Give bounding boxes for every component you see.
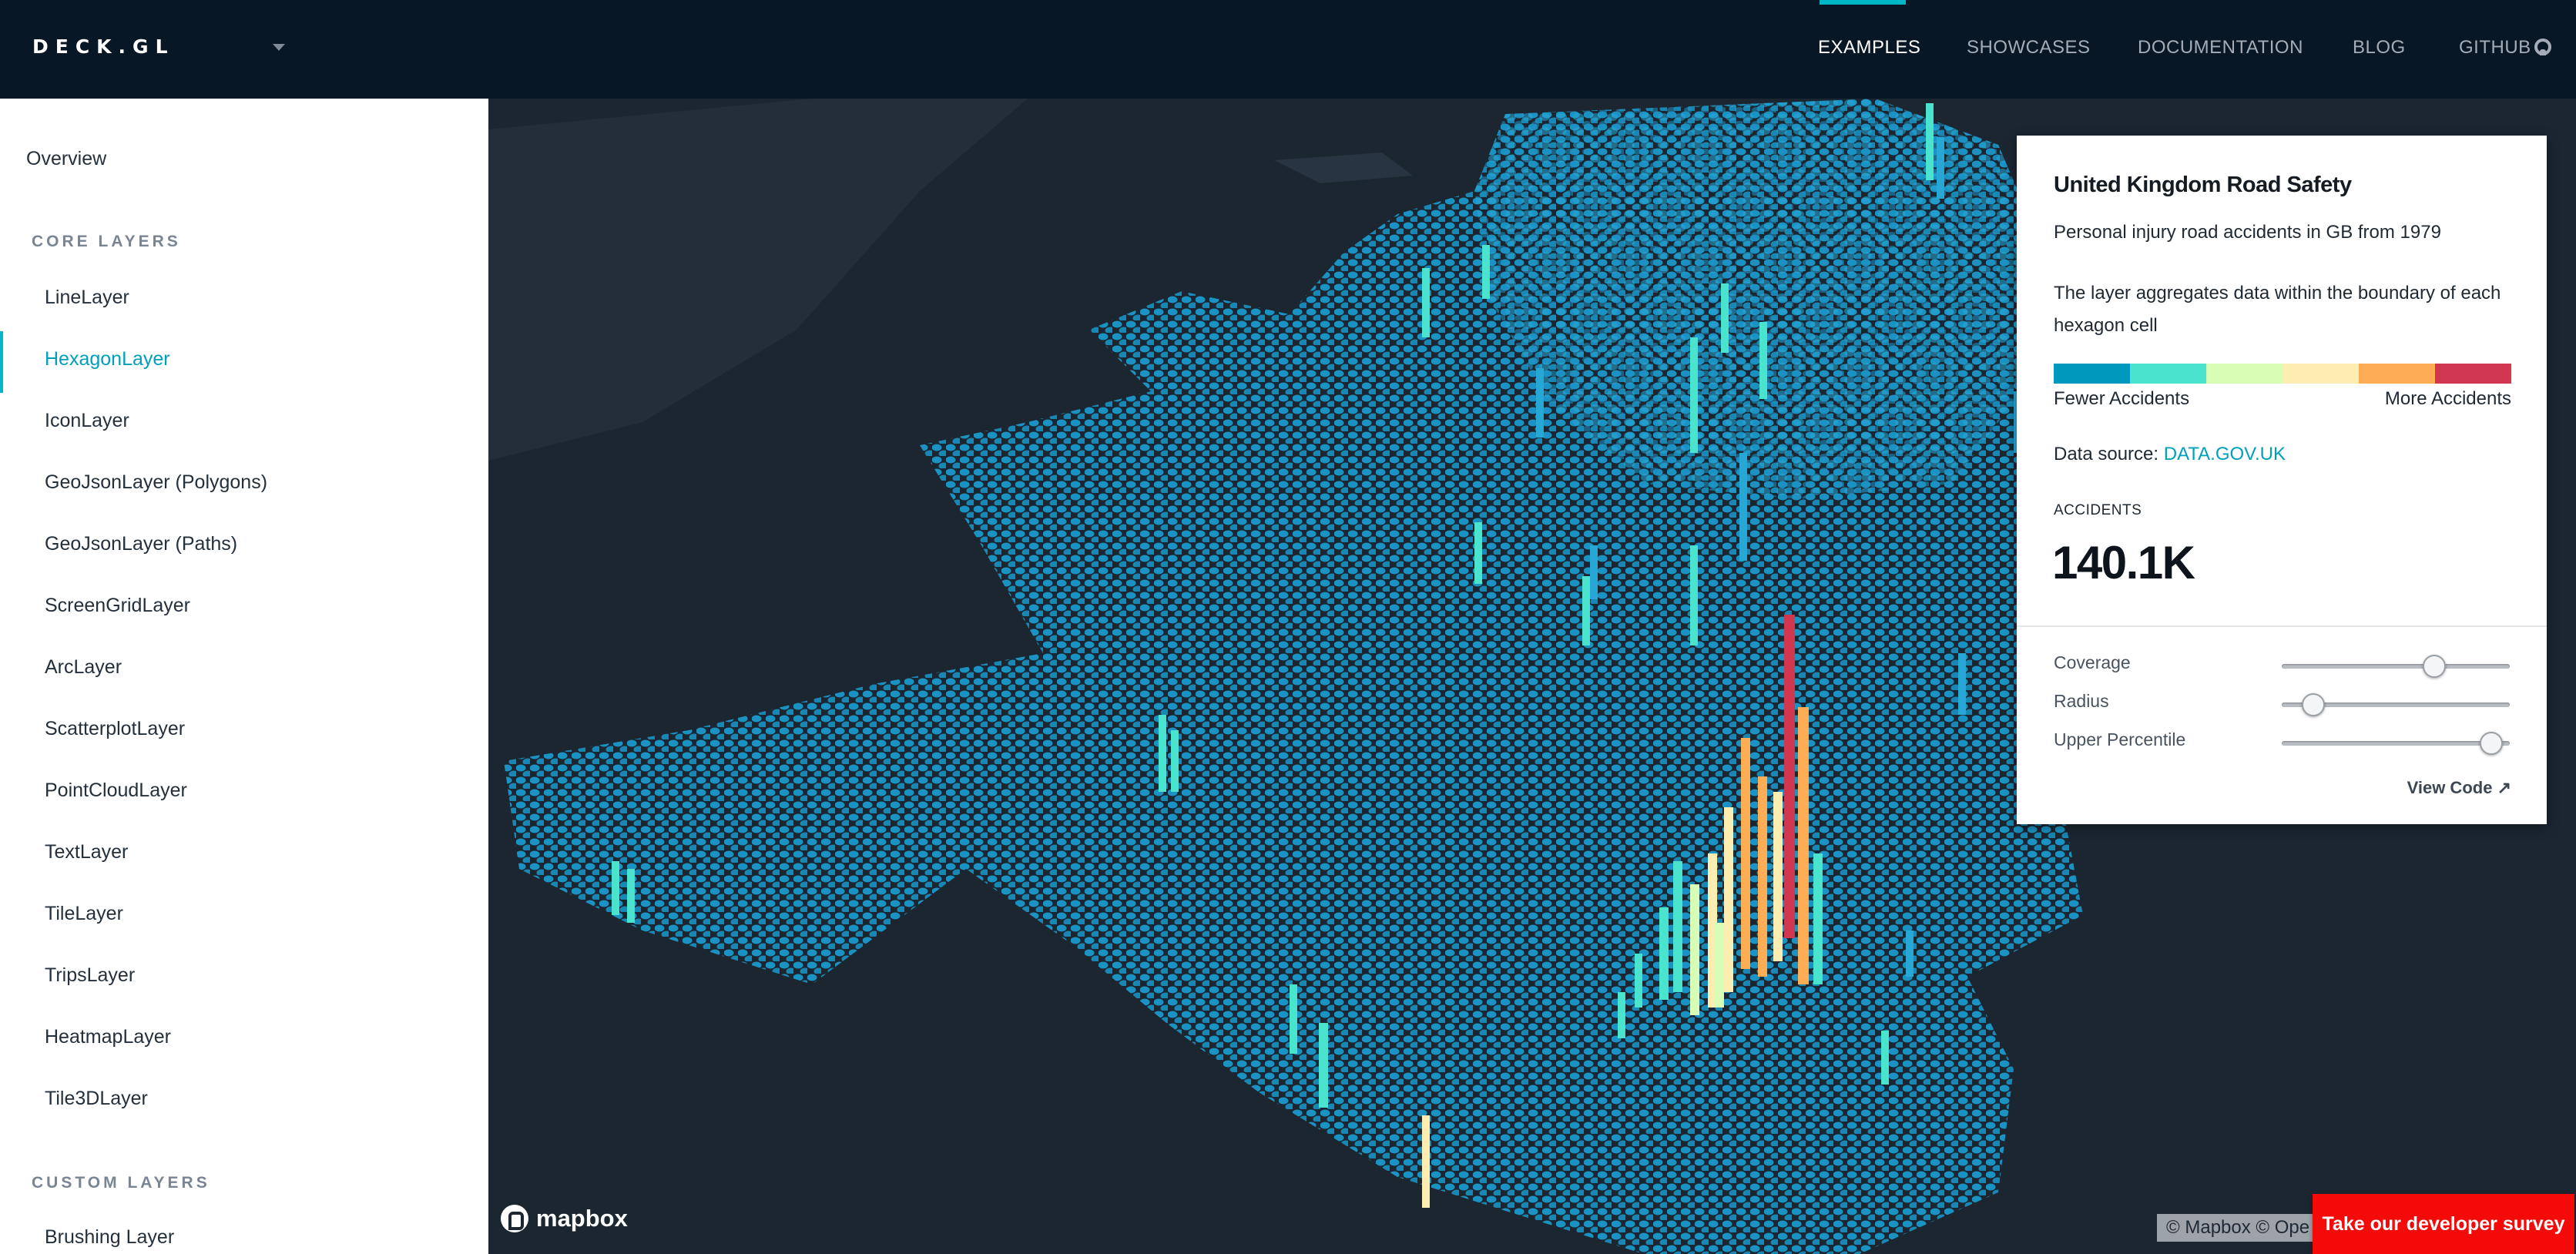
sidebar-item-iconlayer[interactable]: IconLayer [45,410,129,431]
sidebar-item-hexagonlayer[interactable]: HexagonLayer [45,348,170,370]
mapbox-logo-text: mapbox [536,1205,628,1232]
sidebar: Overview CORE LAYERS LineLayer HexagonLa… [0,99,488,1254]
legend-swatch-5 [2359,364,2435,384]
sidebar-item-screengridlayer[interactable]: ScreenGridLayer [45,595,190,616]
sidebar-item-geojson-paths[interactable]: GeoJsonLayer (Paths) [45,533,238,555]
sidebar-heading-custom-layers: CUSTOM LAYERS [32,1174,210,1192]
legend-swatch-3 [2206,364,2283,384]
developer-survey-button[interactable]: Take our developer survey [2313,1194,2574,1254]
sidebar-heading-core-layers: CORE LAYERS [32,233,181,250]
top-nav-bar: DECK.GL EXAMPLES SHOWCASES DOCUMENTATION… [0,0,2576,99]
view-code-label: View Code [2407,778,2493,797]
sidebar-item-arclayer[interactable]: ArcLayer [45,656,122,678]
map-land-isle [1274,153,1413,183]
radius-slider-thumb[interactable] [2302,693,2326,716]
map-land-ireland [488,99,1028,461]
upper-percentile-slider-thumb[interactable] [2480,732,2504,755]
sidebar-item-textlayer[interactable]: TextLayer [45,841,129,863]
panel-subtitle: Personal injury road accidents in GB fro… [2054,222,2441,243]
radius-slider[interactable] [2282,693,2510,716]
panel-divider [2017,625,2547,627]
github-icon [2534,39,2551,55]
external-link-icon: ↗ [2497,778,2511,797]
accidents-count: 140.1K [2052,537,2195,588]
nav-showcases[interactable]: SHOWCASES [1967,37,2091,58]
map-attribution[interactable]: © Mapbox © Ope [2157,1214,2319,1242]
view-code-link[interactable]: View Code ↗ [2407,778,2511,798]
panel-title: United Kingdom Road Safety [2054,173,2352,197]
sidebar-item-tripslayer[interactable]: TripsLayer [45,964,136,986]
sidebar-item-heatmaplayer[interactable]: HeatmapLayer [45,1026,171,1048]
nav-blog[interactable]: BLOG [2353,37,2406,58]
sidebar-item-overview[interactable]: Overview [26,148,107,169]
sidebar-item-tile3dlayer[interactable]: Tile3DLayer [45,1088,148,1109]
sidebar-item-scatterplotlayer[interactable]: ScatterplotLayer [45,718,186,739]
data-source: Data source: DATA.GOV.UK [2054,444,2286,465]
color-legend-bar [2054,364,2511,384]
sidebar-item-geojson-polygons[interactable]: GeoJsonLayer (Polygons) [45,471,268,493]
sidebar-item-brushing-layer[interactable]: Brushing Layer [45,1226,175,1248]
chevron-down-icon[interactable] [273,44,285,51]
nav-documentation[interactable]: DOCUMENTATION [2138,37,2303,58]
hexagon-coverage-dense [1474,99,2044,499]
legend-swatch-6 [2435,364,2511,384]
sidebar-item-pointcloudlayer[interactable]: PointCloudLayer [45,780,187,801]
legend-swatch-4 [2283,364,2359,384]
coverage-slider-thumb[interactable] [2423,655,2447,678]
sidebar-item-tilelayer[interactable]: TileLayer [45,903,123,924]
slider-label-radius: Radius [2054,691,2109,711]
legend-swatch-2 [2130,364,2206,384]
deckgl-logo[interactable]: DECK.GL [32,35,175,58]
legend-low-label: Fewer Accidents [2054,388,2190,409]
data-source-link[interactable]: DATA.GOV.UK [2163,444,2286,464]
sidebar-item-linelayer[interactable]: LineLayer [45,287,129,308]
data-source-label: Data source: [2054,444,2164,464]
slider-label-coverage: Coverage [2054,652,2131,672]
hexagon-columns [612,103,2037,1208]
mapbox-logo[interactable]: mapbox [501,1205,628,1232]
info-panel: United Kingdom Road Safety Personal inju… [2017,136,2547,824]
sidebar-active-indicator [0,331,3,393]
panel-description: The layer aggregates data within the bou… [2054,283,2501,336]
nav-github-label: GITHUB [2459,37,2531,58]
upper-percentile-slider[interactable] [2282,732,2510,755]
mapbox-icon [501,1205,528,1232]
slider-label-upper-percentile: Upper Percentile [2054,729,2186,749]
nav-github[interactable]: GITHUB [2459,37,2551,59]
legend-swatch-1 [2054,364,2130,384]
active-nav-indicator [1820,0,1906,5]
accidents-label: ACCIDENTS [2054,502,2142,518]
coverage-slider[interactable] [2282,655,2510,678]
nav-examples[interactable]: EXAMPLES [1818,37,1921,58]
legend-high-label: More Accidents [2384,388,2511,409]
